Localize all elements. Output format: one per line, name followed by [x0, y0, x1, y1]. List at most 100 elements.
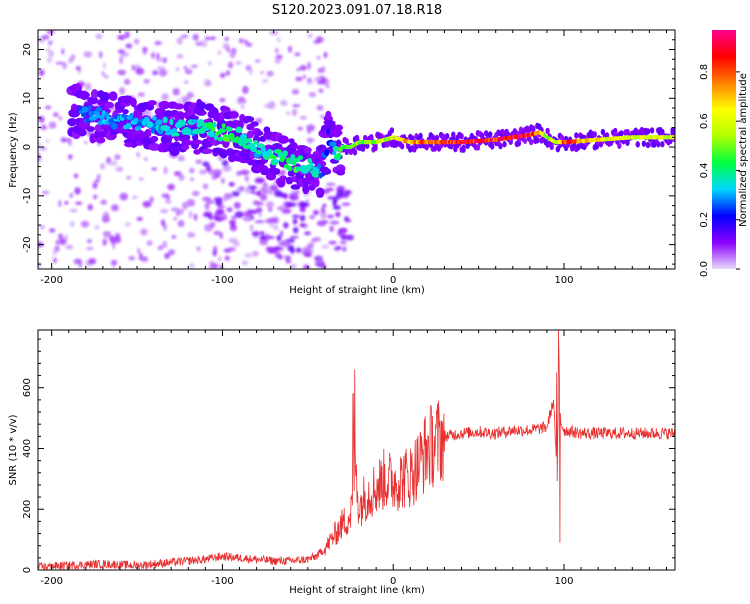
scatter-blob — [94, 179, 101, 183]
ridge-halo — [315, 187, 325, 197]
ridge-core — [108, 117, 115, 125]
scatter-blob — [321, 244, 330, 249]
scatter-blob — [117, 34, 126, 40]
streak-blob — [315, 257, 324, 264]
scatter-blob — [294, 52, 301, 57]
colorbar-tick-label: 0.8 — [699, 64, 710, 80]
scatter-blob — [54, 245, 60, 253]
scatter-blob — [124, 222, 131, 227]
scatter-blob — [242, 85, 249, 94]
scatter-blob — [238, 96, 245, 103]
scatter-blob — [142, 200, 152, 208]
scatter-blob — [143, 157, 148, 161]
streak-blob — [260, 234, 266, 240]
x-tick-label: 0 — [390, 576, 396, 587]
scatter-blob — [58, 116, 63, 121]
scatter-blob — [164, 199, 172, 204]
scatter-blob — [47, 40, 54, 45]
scatter-blob — [223, 248, 232, 253]
ridge-core — [162, 116, 168, 124]
scatter-blob — [125, 43, 133, 49]
streak-blob — [231, 190, 240, 197]
scatter-blob — [260, 71, 264, 75]
scatter-blob — [181, 201, 189, 210]
scatter-blob — [292, 104, 301, 108]
snr-series-line — [38, 330, 675, 570]
ridge-halo — [196, 101, 206, 110]
scatter-blob — [64, 201, 69, 205]
ridge-halo — [444, 132, 450, 140]
ridge-halo — [279, 175, 287, 181]
ridge-halo — [195, 110, 207, 116]
ridge-halo — [574, 132, 579, 139]
streak-blob — [338, 227, 348, 234]
scatter-blob — [266, 70, 274, 77]
scatter-blob — [75, 65, 82, 71]
streak-blob — [339, 240, 347, 245]
ridge-core — [99, 114, 105, 121]
scatter-blob — [88, 258, 97, 265]
scatter-blob — [244, 175, 250, 182]
scatter-blob — [124, 31, 130, 39]
scatter-blob — [276, 37, 281, 43]
scatter-blob — [233, 240, 240, 247]
x-tick-label: -200 — [40, 275, 63, 286]
scatter-blob — [217, 205, 226, 209]
ridge-core — [89, 116, 97, 121]
snr-x-ticks: -200 -100 0 100 — [40, 330, 667, 587]
scatter-blob — [307, 128, 311, 135]
scatter-blob — [65, 138, 72, 142]
x-tick-label: 100 — [554, 576, 573, 587]
scatter-blob — [295, 76, 303, 82]
scatter-blob — [188, 210, 193, 219]
ridge-halo — [277, 135, 289, 144]
ridge-halo — [78, 128, 87, 137]
scatter-blob — [161, 240, 168, 249]
ridge-halo — [312, 177, 320, 188]
ridge-core — [235, 126, 243, 134]
scatter-blob — [287, 45, 293, 53]
scatter-blob — [69, 220, 75, 227]
ridge-halo — [290, 184, 301, 190]
streak-blob — [202, 212, 213, 218]
scatter-blob — [222, 43, 230, 50]
scatter-blob — [307, 61, 311, 70]
scatter-blob — [117, 49, 125, 54]
scatter-blob — [176, 54, 184, 59]
streak-blob — [302, 264, 310, 269]
ridge-halo — [336, 169, 346, 176]
ridge-core — [272, 159, 280, 164]
streak-blob — [266, 235, 275, 240]
scatter-blob — [38, 142, 42, 147]
scatter-blob — [94, 225, 100, 230]
scatter-blob — [259, 240, 269, 246]
ridge-halo — [242, 115, 255, 123]
ridge-core — [169, 118, 174, 126]
y-tick-label: 10 — [22, 92, 33, 105]
streak-blob — [297, 201, 307, 208]
streak-blob — [295, 247, 302, 253]
scatter-blob — [115, 166, 124, 172]
scatter-blob — [180, 34, 189, 39]
scatter-blob — [68, 56, 74, 64]
streak-blob — [234, 211, 244, 218]
scatter-blob — [223, 196, 228, 202]
scatter-blob — [259, 193, 268, 201]
scatter-blob — [156, 52, 160, 60]
scatter-blob — [108, 160, 118, 166]
ridge-halo — [633, 127, 638, 134]
scatter-blob — [136, 216, 143, 221]
scatter-blob — [177, 155, 185, 162]
streak-blob — [228, 182, 235, 187]
scatter-blob — [128, 255, 136, 261]
streak-blob — [292, 214, 300, 219]
ridge-halo — [122, 109, 129, 115]
streak-blob — [273, 246, 283, 251]
streak-blob — [283, 222, 289, 229]
scatter-blob — [133, 38, 140, 45]
ridge-halo — [475, 144, 481, 151]
ridge-halo — [660, 141, 665, 148]
ridge-halo — [144, 128, 152, 138]
